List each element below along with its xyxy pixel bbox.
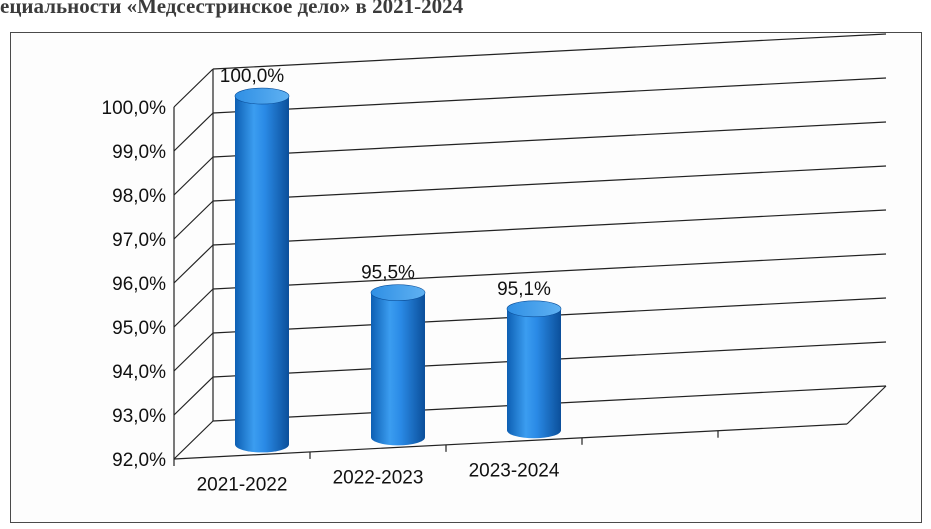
bar-2021-2022 (234, 87, 290, 453)
page-heading: ециальности «Медсестринское дело» в 2021… (0, 0, 464, 18)
x-category-label: 2021-2022 (197, 474, 288, 495)
chart-frame: 92,0% 93,0% 94,0% 95,0% 96,0% 97,0% 98,0% 99,0%… (10, 32, 922, 523)
bar-cap (234, 87, 290, 105)
gridline-back (212, 209, 887, 246)
gridline-side (173, 112, 214, 152)
bar-body (235, 96, 289, 453)
y-tick-label: 98,0% (112, 186, 166, 207)
gridline-side (173, 244, 214, 284)
gridline-side (173, 420, 214, 460)
y-tick-label: 96,0% (112, 274, 166, 295)
floor-front-edge (173, 423, 848, 460)
gridline-back (212, 165, 887, 202)
y-tick-label: 94,0% (112, 362, 166, 383)
data-label: 95,5% (361, 263, 415, 284)
gridline-back (212, 121, 887, 158)
y-tick-label: 97,0% (112, 230, 166, 251)
x-category-label: 2023-2024 (469, 460, 560, 481)
bar-body (371, 292, 425, 446)
gridline-back (212, 33, 887, 70)
y-tick-label: 92,0% (112, 450, 166, 471)
gridline-side (173, 288, 214, 328)
bar-cap (506, 300, 562, 318)
y-tick-label: 99,0% (112, 142, 166, 163)
bar-2023-2024 (506, 300, 562, 439)
gridline-back (212, 77, 887, 114)
gridline-side (173, 68, 214, 108)
bar-body (507, 308, 561, 439)
gridline-side (173, 156, 214, 196)
floor-right-edge (846, 385, 887, 425)
bar-2022-2023 (370, 284, 426, 446)
gridline-back (212, 253, 887, 290)
gridline-side (173, 376, 214, 416)
bar-cap (370, 284, 426, 301)
data-label: 95,1% (497, 279, 551, 300)
y-tick-label: 95,0% (112, 318, 166, 339)
bar-chart: 92,0% 93,0% 94,0% 95,0% 96,0% 97,0% 98,0% 99,0%… (102, 33, 887, 495)
y-tick-label: 100,0% (102, 98, 167, 119)
gridline-side (173, 332, 214, 372)
x-category-label: 2022-2023 (333, 467, 424, 488)
gridline-side (173, 200, 214, 240)
data-label: 100,0% (220, 66, 285, 87)
y-tick-label: 93,0% (112, 406, 166, 427)
